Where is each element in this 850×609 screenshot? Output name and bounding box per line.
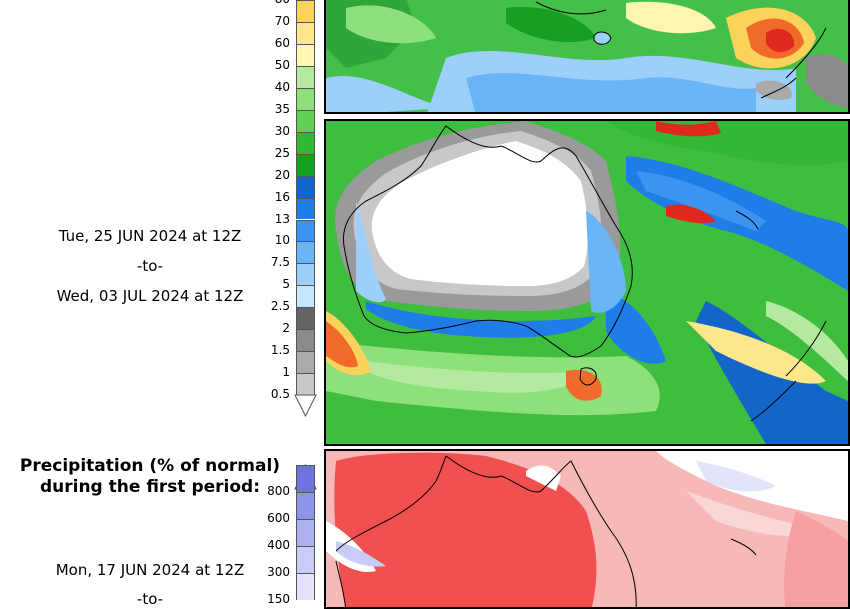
precip-colorbar-tick-label: 13 [274,211,290,226]
map-panel-top [324,0,850,114]
percent-colorbar-swatch [296,546,315,573]
precip-colorbar-swatch [296,307,315,330]
precip-colorbar-tick-label: 70 [274,13,290,28]
precip-colorbar-swatch [296,87,315,110]
precip-colorbar-tick-label: 35 [274,101,290,116]
precip-colorbar-tick-label: 40 [274,79,290,94]
precip-colorbar-swatch [296,263,315,286]
precip-colorbar-swatch [296,373,315,396]
precip-colorbar-swatch [296,351,315,374]
precip-colorbar-swatch [296,109,315,132]
precip-colorbar-tick-label: 0.5 [270,387,290,402]
percent-colorbar-tick-label: 400 [267,538,290,552]
precip-colorbar-tick-label: 60 [274,35,290,50]
precip-colorbar-swatch [296,329,315,352]
period-end-label: Wed, 03 JUL 2024 at 12Z [56,287,244,305]
period-to-label: -to- [136,257,164,275]
percent-colorbar-tick-label: 600 [267,511,290,525]
percent-colorbar-tick-label: 800 [267,484,290,498]
map-panel-percent [324,449,850,609]
precip-colorbar-tick-label: 50 [274,57,290,72]
precip-colorbar-swatch [296,219,315,242]
precip-colorbar-tick-label: 5 [282,277,290,292]
percent-map [326,451,848,607]
percent-title-line1: Precipitation (% of normal) [19,456,281,476]
precip-colorbar-tick-label: 10 [274,233,290,248]
percent-colorbar-tick-label: 150 [267,592,290,606]
precip-colorbar-tick-label: 1.5 [270,343,290,358]
precip-colorbar-swatch [296,0,315,22]
percent-period-start-label: Mon, 17 JUN 2024 at 12Z [55,561,245,579]
precip-colorbar-tick-label: 20 [274,167,290,182]
precip-map [326,121,848,444]
precip-colorbar-tick-label: 80 [250,0,290,6]
precip-colorbar-swatch [296,153,315,176]
precip-map-top [326,0,848,112]
precip-colorbar-swatch [296,43,315,66]
percent-colorbar-swatch [296,519,315,546]
precip-colorbar-tick-label: 1 [282,365,290,380]
precip-colorbar-tick-label: 2.5 [270,299,290,314]
precip-colorbar-tick-label: 30 [274,123,290,138]
precip-colorbar-swatch [296,285,315,308]
precip-colorbar-tick-label: 7.5 [270,255,290,270]
percent-colorbar-swatch [296,492,315,519]
precip-colorbar-swatch [296,131,315,154]
percent-colorbar-swatch [296,465,315,492]
period-start-label: Tue, 25 JUN 2024 at 12Z [58,227,242,245]
percent-period-to-label: -to- [136,590,164,608]
precip-colorbar-tick-label: 25 [274,145,290,160]
precip-colorbar-tick-label: 16 [274,189,290,204]
precip-colorbar-tick-label: 2 [282,321,290,336]
percent-colorbar-swatch [296,573,315,600]
percent-title-line2: during the first period: [39,477,261,497]
percent-colorbar-tick-label: 300 [267,565,290,579]
precip-colorbar-swatch [296,197,315,220]
map-panel-precip [324,119,850,446]
precip-colorbar-swatch [296,65,315,88]
colorbar-low-arrow [294,394,317,418]
precip-colorbar-swatch [296,175,315,198]
precip-colorbar-swatch [296,241,315,264]
precip-colorbar-swatch [296,21,315,44]
